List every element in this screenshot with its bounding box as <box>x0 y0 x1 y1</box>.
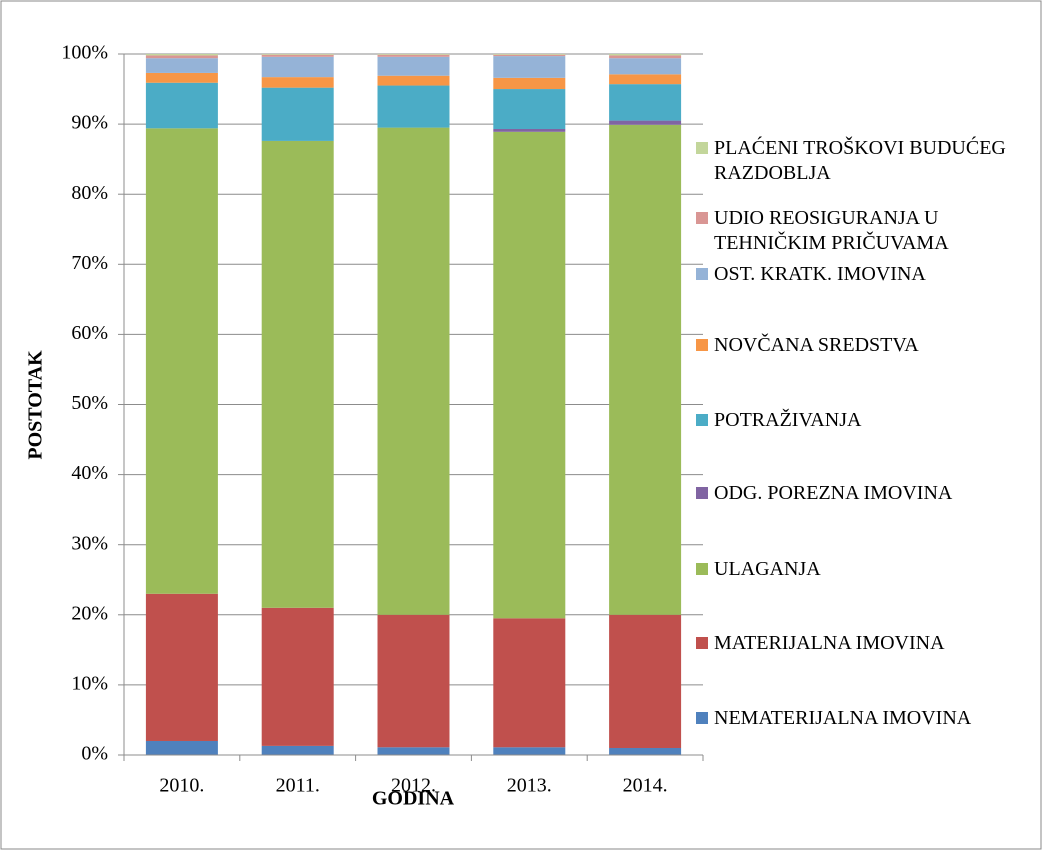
bar-segment <box>377 75 450 86</box>
bar-segment <box>609 84 682 121</box>
y-tick-label: 100% <box>61 42 108 64</box>
legend-swatch <box>696 637 708 649</box>
y-tick-label: 30% <box>71 532 108 554</box>
bar-segment <box>493 54 566 55</box>
bar-segment <box>261 745 334 755</box>
legend-label: UDIO REOSIGURANJA U TEHNIČKIM PRIČUVAMA <box>714 207 949 254</box>
legend-label: ODG. POREZNA IMOVINA <box>714 482 953 504</box>
bar-segment <box>377 85 450 128</box>
bar-segment <box>145 54 218 56</box>
bar-segment <box>493 747 566 755</box>
legend-swatch <box>696 563 708 575</box>
bar-segment <box>493 129 566 132</box>
y-tick-label: 20% <box>71 602 108 624</box>
legend-swatch <box>696 268 708 280</box>
bar-segment <box>609 74 682 85</box>
bar-segment <box>609 124 682 615</box>
bar-segment <box>145 740 218 755</box>
bar-segment <box>377 54 450 57</box>
y-axis-label: POSTOTAK <box>25 350 47 460</box>
legend-label: OST. KRATK. IMOVINA <box>714 263 926 285</box>
bar-segment <box>261 54 334 55</box>
bar-segment <box>145 82 218 129</box>
legend-swatch <box>696 339 708 351</box>
bar-segment <box>609 747 682 755</box>
legend-swatch <box>696 414 708 426</box>
bar-segment <box>261 54 334 57</box>
y-tick-label: 80% <box>71 182 108 204</box>
bar-segment <box>261 77 334 88</box>
bar-segment <box>377 54 450 55</box>
bar-segment <box>609 614 682 748</box>
x-tick-label: 2013. <box>507 775 552 797</box>
bar-segment <box>609 120 682 125</box>
legend-swatch <box>696 142 708 154</box>
y-tick-label: 70% <box>71 252 108 274</box>
legend-label: MATERIJALNA IMOVINA <box>714 632 945 654</box>
bar-segment <box>377 127 450 615</box>
x-tick-label: 2010. <box>159 775 204 797</box>
bar-segment <box>145 72 218 83</box>
legend-swatch <box>696 712 708 724</box>
legend-label: PLAĆENI TROŠKOVI BUDUĆEG RAZDOBLJA <box>714 137 1006 184</box>
bar-segment <box>377 614 450 748</box>
y-tick-label: 50% <box>71 392 108 414</box>
bar-segment <box>261 56 334 78</box>
bar-segment <box>493 54 566 57</box>
bar-segment <box>493 131 566 619</box>
bar-segment <box>145 55 218 59</box>
legend-swatch <box>696 212 708 224</box>
bar-segment <box>609 55 682 59</box>
bar-segment <box>145 58 218 73</box>
bar-segment <box>377 747 450 755</box>
x-axis-label: GODINA <box>372 788 455 810</box>
y-tick-label: 0% <box>81 743 108 765</box>
x-tick-label: 2011. <box>276 775 320 797</box>
bar-segment <box>261 607 334 746</box>
bar-segment <box>493 89 566 130</box>
y-tick-label: 40% <box>71 462 108 484</box>
bar-segment <box>145 593 218 741</box>
legend-label: NOVČANA SREDSTVA <box>714 334 919 356</box>
y-tick-label: 90% <box>71 112 108 134</box>
legend-label: POTRAŽIVANJA <box>714 409 862 431</box>
bar-segment <box>145 128 218 594</box>
bar-segment <box>609 58 682 75</box>
bar-segment <box>493 56 566 78</box>
bar-segment <box>261 87 334 141</box>
x-tick-label: 2012. <box>391 775 436 797</box>
bar-segment <box>609 54 682 56</box>
bar-segment <box>493 77 566 90</box>
bar-segment <box>261 140 334 608</box>
bar-segment <box>377 56 450 76</box>
y-tick-label: 10% <box>71 672 108 694</box>
legend-label: NEMATERIJALNA IMOVINA <box>714 707 972 729</box>
x-tick-label: 2014. <box>623 775 668 797</box>
legend-label: ULAGANJA <box>714 558 821 580</box>
y-tick-label: 60% <box>71 322 108 344</box>
legend-swatch <box>696 487 708 499</box>
bar-segment <box>493 618 566 748</box>
